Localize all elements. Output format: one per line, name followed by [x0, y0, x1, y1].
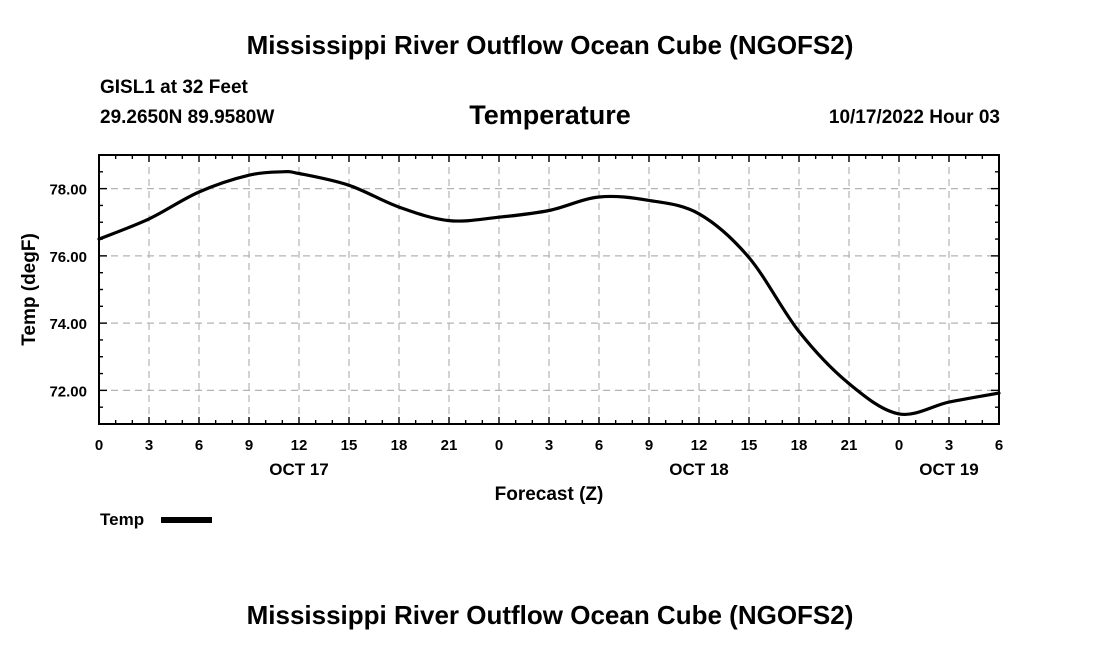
chart-title: Temperature — [469, 100, 631, 130]
station-coordinates: 29.2650N 89.9580W — [100, 107, 275, 128]
x-tick-label: 6 — [195, 437, 203, 454]
x-tick-label: 9 — [245, 437, 253, 454]
legend-label: Temp — [100, 510, 145, 529]
x-tick-label: 12 — [291, 437, 308, 454]
x-tick-label: 0 — [95, 437, 103, 454]
series-line-temp — [97, 170, 1001, 417]
x-tick-label: 3 — [945, 437, 953, 454]
y-tick-label: 72.00 — [49, 383, 87, 400]
x-tick-label: 12 — [691, 437, 708, 454]
x-tick-label: 3 — [545, 437, 553, 454]
x-tick-label: 0 — [895, 437, 903, 454]
forecast-timestamp: 10/17/2022 Hour 03 — [828, 107, 1000, 128]
x-tick-label: 21 — [441, 437, 458, 454]
x-tick-label: 18 — [391, 437, 408, 454]
page-title: Mississippi River Outflow Ocean Cube (NG… — [246, 30, 854, 60]
x-tick-label: 15 — [341, 437, 358, 454]
x-date-label: OCT 18 — [669, 460, 729, 479]
x-axis-title: Forecast (Z) — [495, 484, 604, 505]
x-tick-label: 21 — [841, 437, 858, 454]
x-date-label: OCT 19 — [919, 460, 979, 479]
legend-line-swatch — [161, 517, 212, 523]
x-tick-label: 0 — [495, 437, 503, 454]
station-label: GISL1 at 32 Feet — [100, 77, 248, 98]
y-tick-label: 78.00 — [49, 182, 87, 199]
y-axis-title: Temp (degF) — [19, 233, 40, 346]
footer-title: Mississippi River Outflow Ocean Cube (NG… — [246, 600, 854, 630]
x-tick-label: 6 — [595, 437, 603, 454]
y-tick-label: 74.00 — [49, 316, 87, 333]
x-tick-label: 6 — [995, 437, 1003, 454]
x-date-label: OCT 17 — [269, 460, 329, 479]
x-tick-label: 18 — [791, 437, 808, 454]
y-tick-label: 76.00 — [49, 249, 87, 266]
x-tick-label: 3 — [145, 437, 153, 454]
x-tick-label: 15 — [741, 437, 758, 454]
x-tick-label: 9 — [645, 437, 653, 454]
